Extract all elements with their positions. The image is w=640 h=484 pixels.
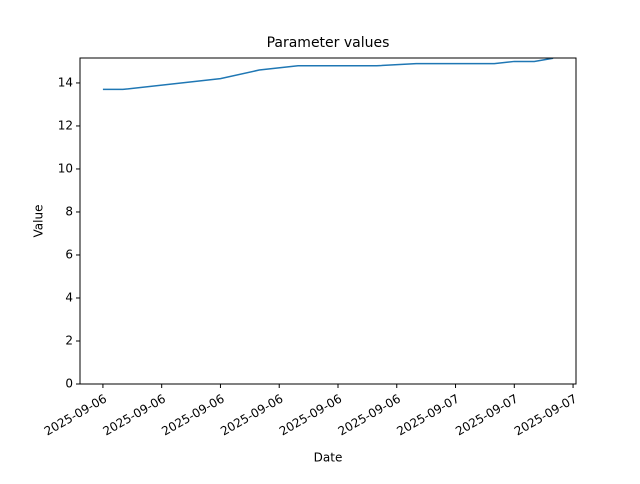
y-tick-label: 12	[58, 118, 73, 132]
x-tick-label: 2025-09-07	[394, 392, 461, 439]
x-tick-label: 2025-09-06	[218, 392, 285, 439]
x-tick-label: 2025-09-06	[336, 392, 403, 439]
x-tick-label: 2025-09-07	[453, 392, 520, 439]
y-tick-label: 6	[65, 247, 73, 261]
x-tick-label: 2025-09-07	[512, 392, 579, 439]
y-tick-label: 10	[58, 161, 73, 175]
y-tick-label: 4	[65, 290, 73, 304]
x-tick-label: 2025-09-06	[277, 392, 344, 439]
x-tick-label: 2025-09-06	[159, 392, 226, 439]
x-axis-label: Date	[314, 451, 343, 465]
x-tick-label: 2025-09-06	[42, 392, 109, 439]
x-tick-label: 2025-09-06	[101, 392, 168, 439]
y-tick-label: 8	[65, 204, 73, 218]
y-tick-label: 14	[58, 75, 73, 89]
plot-frame	[79, 57, 577, 385]
chart-title: Parameter values	[267, 35, 390, 51]
line	[102, 58, 554, 91]
y-tick-label: 0	[65, 377, 73, 391]
y-axis-label: Value	[32, 205, 46, 238]
y-tick-label: 2	[65, 333, 73, 347]
